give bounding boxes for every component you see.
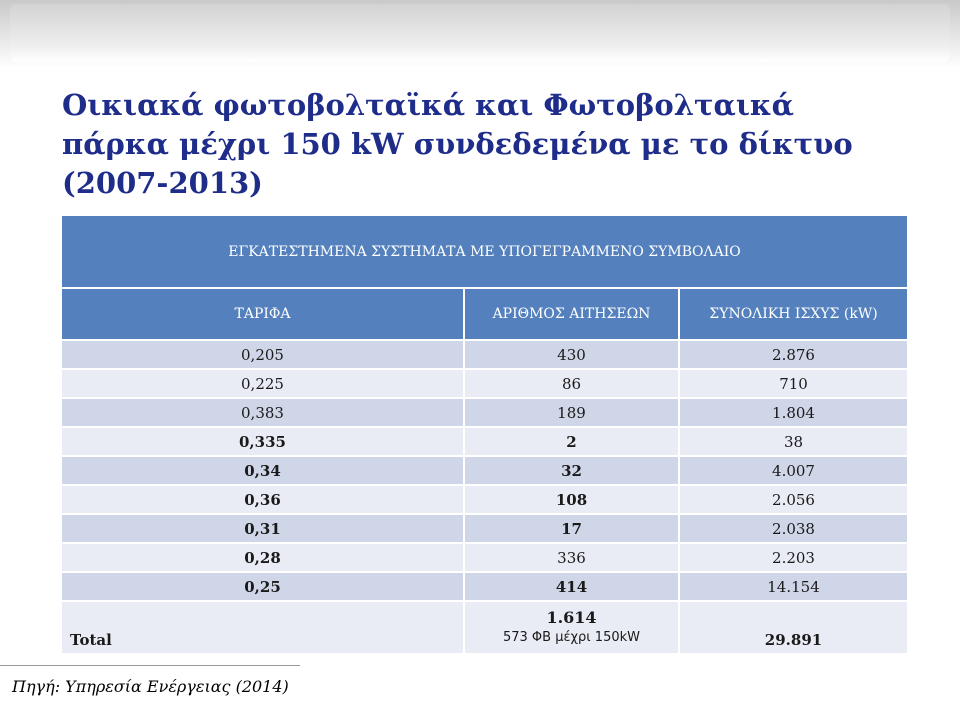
applications-cell: 336 <box>464 542 680 572</box>
power-cell: 4.007 <box>679 455 908 485</box>
table-heading-row: ΕΓΚΑΤΕΣΤΗΜΕΝΑ ΣΥΣΤΗΜΑΤΑ ΜΕ ΥΠΟΓΕΓΡΑΜΜΕΝΟ… <box>62 216 908 289</box>
tariff-cell: 0,205 <box>62 339 465 369</box>
tariff-cell: 0,25 <box>62 571 465 601</box>
tariff-cell: 0,335 <box>62 426 465 456</box>
power-cell: 2.203 <box>679 542 908 572</box>
tariff-cell: 0,34 <box>62 455 465 485</box>
total-applications-note: 573 ΦΒ μέχρι 150kW <box>502 629 640 645</box>
table-total-row: Total 1.614 573 ΦΒ μέχρι 150kW 29.891 <box>62 600 908 653</box>
total-applications: 1.614 <box>546 607 597 627</box>
table-row: 0,335 2 38 <box>62 426 908 456</box>
power-cell: 1.804 <box>679 397 908 427</box>
column-header-total-power: ΣΥΝΟΛΙΚΗ ΙΣΧΥΣ (kW) <box>679 288 908 340</box>
slide-top-band-inner <box>10 4 950 62</box>
power-cell: 2.876 <box>679 339 908 369</box>
applications-cell: 17 <box>464 513 680 543</box>
power-cell: 2.038 <box>679 513 908 543</box>
applications-cell: 414 <box>464 571 680 601</box>
table-row: 0,25 414 14.154 <box>62 571 908 601</box>
power-cell: 38 <box>679 426 908 456</box>
applications-cell: 108 <box>464 484 680 514</box>
table-column-header-row: ΤΑΡΙΦΑ ΑΡΙΘΜΟΣ ΑΙΤΗΣΕΩΝ ΣΥΝΟΛΙΚΗ ΙΣΧΥΣ (… <box>62 288 908 340</box>
slide-title: Οικιακά φωτοβολταϊκά και Φωτοβολταικά πά… <box>62 88 853 200</box>
applications-cell: 430 <box>464 339 680 369</box>
applications-cell: 2 <box>464 426 680 456</box>
slide-top-band <box>0 0 960 68</box>
table-row: 0,225 86 710 <box>62 368 908 398</box>
tariff-cell: 0,31 <box>62 513 465 543</box>
table-row: 0,34 32 4.007 <box>62 455 908 485</box>
table-row: 0,28 336 2.203 <box>62 542 908 572</box>
tariff-cell: 0,28 <box>62 542 465 572</box>
table-row: 0,36 108 2.056 <box>62 484 908 514</box>
total-applications-cell: 1.614 573 ΦΒ μέχρι 150kW <box>464 600 680 653</box>
tariff-cell: 0,225 <box>62 368 465 398</box>
applications-cell: 86 <box>464 368 680 398</box>
table-heading: ΕΓΚΑΤΕΣΤΗΜΕΝΑ ΣΥΣΤΗΜΑΤΑ ΜΕ ΥΠΟΓΕΓΡΑΜΜΕΝΟ… <box>62 216 908 289</box>
column-header-applications: ΑΡΙΘΜΟΣ ΑΙΤΗΣΕΩΝ <box>464 288 680 340</box>
tariff-cell: 0,383 <box>62 397 465 427</box>
table-row: 0,31 17 2.038 <box>62 513 908 543</box>
total-power: 29.891 <box>679 600 908 653</box>
total-label: Total <box>62 600 465 653</box>
tariff-cell: 0,36 <box>62 484 465 514</box>
table-row: 0,205 430 2.876 <box>62 339 908 369</box>
pv-installations-table: ΕΓΚΑΤΕΣΤΗΜΕΝΑ ΣΥΣΤΗΜΑΤΑ ΜΕ ΥΠΟΓΕΓΡΑΜΜΕΝΟ… <box>62 216 908 653</box>
source-note: Πηγή: Υπηρεσία Ενέργειας (2014) <box>12 677 289 696</box>
power-cell: 2.056 <box>679 484 908 514</box>
power-cell: 14.154 <box>679 571 908 601</box>
source-divider <box>0 665 300 666</box>
applications-cell: 32 <box>464 455 680 485</box>
table-row: 0,383 189 1.804 <box>62 397 908 427</box>
applications-cell: 189 <box>464 397 680 427</box>
column-header-tariff: ΤΑΡΙΦΑ <box>62 288 465 340</box>
power-cell: 710 <box>679 368 908 398</box>
